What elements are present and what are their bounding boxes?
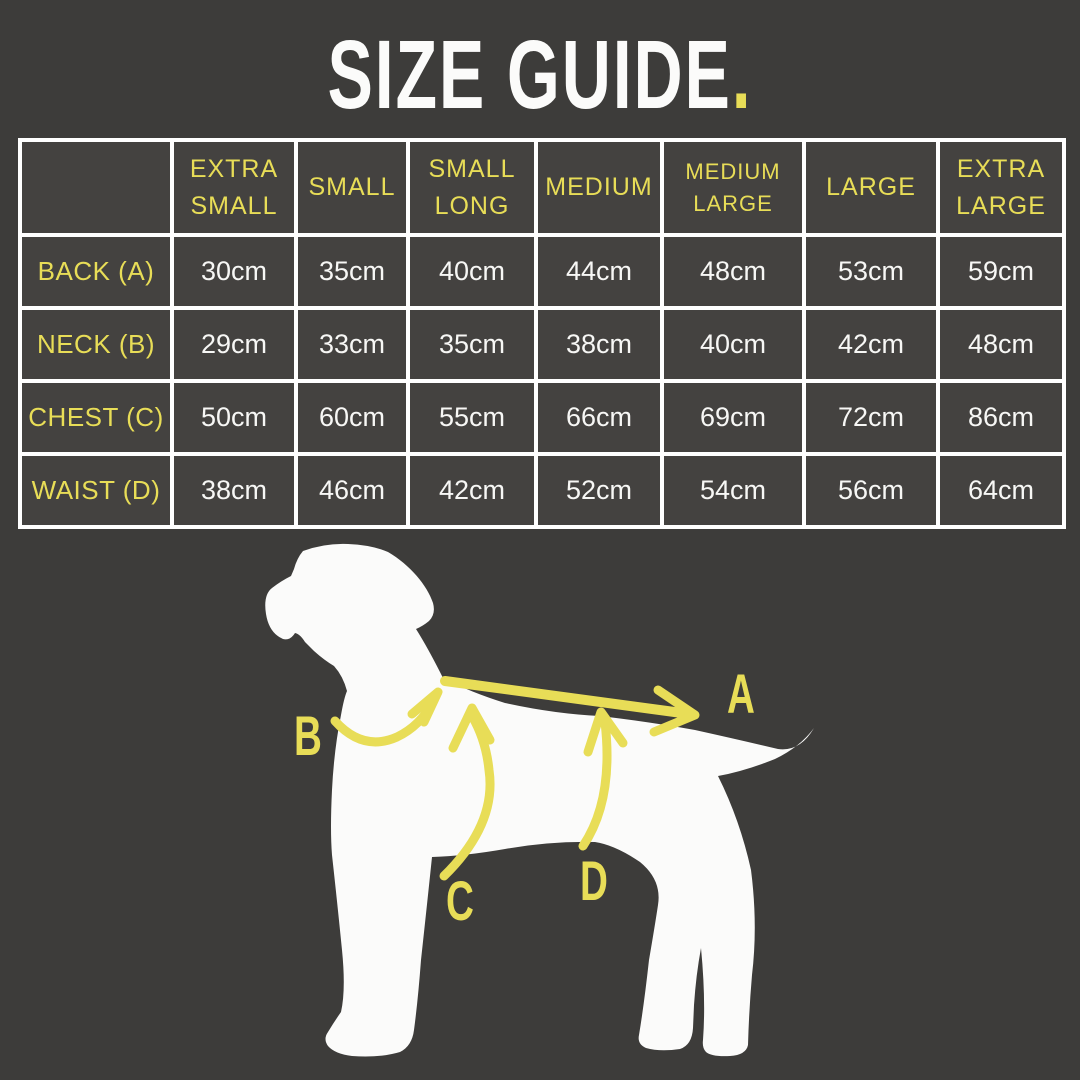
table-row-back: BACK (A) 30cm 35cm 40cm 44cm 48cm 53cm 5… bbox=[18, 233, 1066, 310]
svg-text:B: B bbox=[294, 706, 322, 767]
size-value-cell: 38cm bbox=[534, 306, 664, 383]
size-value-cell: 55cm bbox=[406, 379, 538, 456]
table-row-waist: WAIST (D) 38cm 46cm 42cm 52cm 54cm 56cm … bbox=[18, 452, 1066, 529]
row-label-waist: WAIST (D) bbox=[18, 452, 174, 529]
table-row-chest: CHEST (C) 50cm 60cm 55cm 66cm 69cm 72cm … bbox=[18, 379, 1066, 456]
table-row-neck: NECK (B) 29cm 33cm 35cm 38cm 40cm 42cm 4… bbox=[18, 306, 1066, 383]
column-header-blank bbox=[18, 138, 174, 237]
column-header-medium-large: MEDIUM LARGE bbox=[660, 138, 806, 237]
size-value-cell: 52cm bbox=[534, 452, 664, 529]
size-value-cell: 86cm bbox=[936, 379, 1066, 456]
label-b: B bbox=[294, 706, 322, 767]
size-value-cell: 33cm bbox=[294, 306, 410, 383]
size-value-cell: 60cm bbox=[294, 379, 410, 456]
size-value-cell: 44cm bbox=[534, 233, 664, 310]
size-value-cell: 50cm bbox=[170, 379, 298, 456]
column-header-extra-small: EXTRA SMALL bbox=[170, 138, 298, 237]
header-row: EXTRA SMALL SMALL SMALL LONG MEDIUM MEDI… bbox=[18, 138, 1066, 237]
size-value-cell: 35cm bbox=[294, 233, 410, 310]
page-title: SIZE GUIDE. bbox=[0, 18, 1080, 129]
label-d: D bbox=[580, 851, 608, 912]
svg-text:C: C bbox=[446, 871, 474, 932]
row-label-back: BACK (A) bbox=[18, 233, 174, 310]
label-c: C bbox=[446, 871, 474, 932]
size-value-cell: 46cm bbox=[294, 452, 410, 529]
dog-silhouette bbox=[265, 543, 814, 1057]
title-text: SIZE GUIDE bbox=[327, 19, 732, 129]
size-value-cell: 35cm bbox=[406, 306, 538, 383]
size-value-cell: 42cm bbox=[802, 306, 940, 383]
column-header-extra-large: EXTRA LARGE bbox=[936, 138, 1066, 237]
waist-girth-arrow bbox=[578, 707, 628, 851]
size-value-cell: 72cm bbox=[802, 379, 940, 456]
size-value-cell: 53cm bbox=[802, 233, 940, 310]
row-label-chest: CHEST (C) bbox=[18, 379, 174, 456]
size-value-cell: 42cm bbox=[406, 452, 538, 529]
size-value-cell: 59cm bbox=[936, 233, 1066, 310]
size-value-cell: 64cm bbox=[936, 452, 1066, 529]
size-value-cell: 66cm bbox=[534, 379, 664, 456]
column-header-medium: MEDIUM bbox=[534, 138, 664, 237]
size-value-cell: 56cm bbox=[802, 452, 940, 529]
row-label-neck: NECK (B) bbox=[18, 306, 174, 383]
size-value-cell: 29cm bbox=[170, 306, 298, 383]
size-value-cell: 48cm bbox=[660, 233, 806, 310]
size-value-cell: 30cm bbox=[170, 233, 298, 310]
size-value-cell: 40cm bbox=[406, 233, 538, 310]
size-value-cell: 54cm bbox=[660, 452, 806, 529]
column-header-small: SMALL bbox=[294, 138, 410, 237]
chest-girth-arrow bbox=[439, 703, 495, 881]
back-length-arrow bbox=[440, 676, 700, 737]
size-value-cell: 48cm bbox=[936, 306, 1066, 383]
svg-text:D: D bbox=[580, 851, 608, 912]
size-value-cell: 40cm bbox=[660, 306, 806, 383]
neck-girth-arrow bbox=[330, 687, 443, 747]
label-a: A bbox=[727, 664, 755, 725]
size-table: EXTRA SMALL SMALL SMALL LONG MEDIUM MEDI… bbox=[18, 138, 1066, 529]
title-period: . bbox=[731, 19, 753, 129]
size-value-cell: 69cm bbox=[660, 379, 806, 456]
svg-text:A: A bbox=[727, 664, 755, 725]
column-header-large: LARGE bbox=[802, 138, 940, 237]
column-header-small-long: SMALL LONG bbox=[406, 138, 538, 237]
size-value-cell: 38cm bbox=[170, 452, 298, 529]
